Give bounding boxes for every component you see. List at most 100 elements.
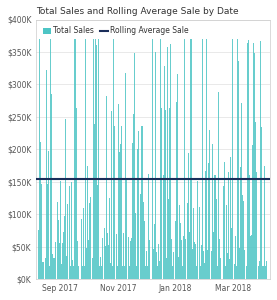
Bar — [263, 266, 264, 279]
Bar — [117, 266, 118, 279]
Bar — [154, 224, 155, 279]
Bar — [229, 259, 230, 279]
Bar — [240, 167, 241, 279]
Bar — [79, 159, 81, 279]
Bar — [188, 153, 189, 279]
Bar — [119, 152, 120, 279]
Bar — [159, 261, 160, 279]
Bar — [124, 266, 125, 279]
Bar — [153, 249, 154, 279]
Bar — [264, 166, 265, 279]
Bar — [152, 39, 153, 279]
Bar — [147, 266, 148, 279]
Bar — [205, 171, 206, 279]
Bar — [105, 246, 106, 279]
Bar — [128, 238, 129, 279]
Bar — [100, 256, 101, 279]
Bar — [250, 236, 251, 279]
Bar — [178, 257, 179, 279]
Bar — [216, 200, 217, 279]
Bar — [191, 39, 192, 279]
Bar — [244, 250, 245, 279]
Bar — [157, 266, 158, 279]
Bar — [97, 184, 98, 279]
Bar — [226, 205, 227, 279]
Bar — [255, 122, 256, 279]
Bar — [176, 102, 177, 279]
Bar — [172, 266, 173, 279]
Bar — [239, 248, 240, 279]
Bar — [161, 108, 162, 279]
Bar — [171, 239, 172, 279]
Bar — [61, 264, 62, 279]
Bar — [190, 39, 191, 279]
Bar — [47, 184, 48, 279]
Bar — [132, 143, 133, 279]
Bar — [131, 238, 132, 279]
Bar — [228, 172, 229, 279]
Bar — [71, 182, 72, 279]
Bar — [217, 266, 218, 279]
Bar — [225, 266, 226, 279]
Bar — [88, 240, 89, 279]
Bar — [219, 239, 220, 279]
Bar — [108, 245, 109, 279]
Bar — [212, 144, 213, 279]
Bar — [91, 258, 93, 279]
Bar — [231, 228, 232, 279]
Bar — [142, 125, 143, 279]
Bar — [133, 114, 134, 279]
Bar — [51, 94, 52, 279]
Bar — [145, 266, 146, 279]
Bar — [223, 186, 224, 279]
Bar — [235, 236, 236, 279]
Bar — [232, 39, 234, 279]
Bar — [224, 162, 225, 279]
Bar — [253, 43, 254, 279]
Bar — [48, 151, 49, 279]
Bar — [196, 266, 198, 279]
Bar — [86, 248, 87, 279]
Bar — [120, 144, 121, 279]
Bar — [111, 111, 112, 279]
Bar — [170, 44, 171, 279]
Bar — [186, 203, 188, 279]
Bar — [218, 92, 219, 279]
Bar — [38, 230, 39, 279]
Bar — [211, 251, 212, 279]
Bar — [66, 256, 67, 279]
Bar — [141, 126, 142, 279]
Bar — [94, 124, 95, 279]
Bar — [249, 175, 250, 279]
Bar — [230, 157, 231, 279]
Bar — [146, 251, 147, 279]
Bar — [177, 74, 178, 279]
Bar — [62, 243, 63, 279]
Bar — [262, 266, 263, 279]
Bar — [208, 164, 209, 279]
Bar — [195, 244, 196, 279]
Bar — [107, 233, 108, 279]
Bar — [54, 258, 55, 279]
Bar — [227, 253, 228, 279]
Bar — [165, 110, 166, 279]
Bar — [192, 249, 193, 279]
Bar — [136, 266, 137, 279]
Bar — [238, 61, 239, 279]
Bar — [168, 199, 169, 279]
Bar — [184, 39, 185, 279]
Bar — [149, 240, 150, 279]
Bar — [166, 258, 167, 279]
Bar — [180, 223, 181, 279]
Bar — [144, 221, 145, 279]
Bar — [260, 41, 261, 279]
Bar — [193, 208, 194, 279]
Bar — [242, 195, 243, 279]
Bar — [167, 47, 168, 279]
Bar — [254, 52, 255, 279]
Bar — [137, 149, 138, 279]
Bar — [251, 235, 252, 279]
Bar — [201, 245, 202, 279]
Bar — [213, 232, 214, 279]
Bar — [75, 39, 76, 279]
